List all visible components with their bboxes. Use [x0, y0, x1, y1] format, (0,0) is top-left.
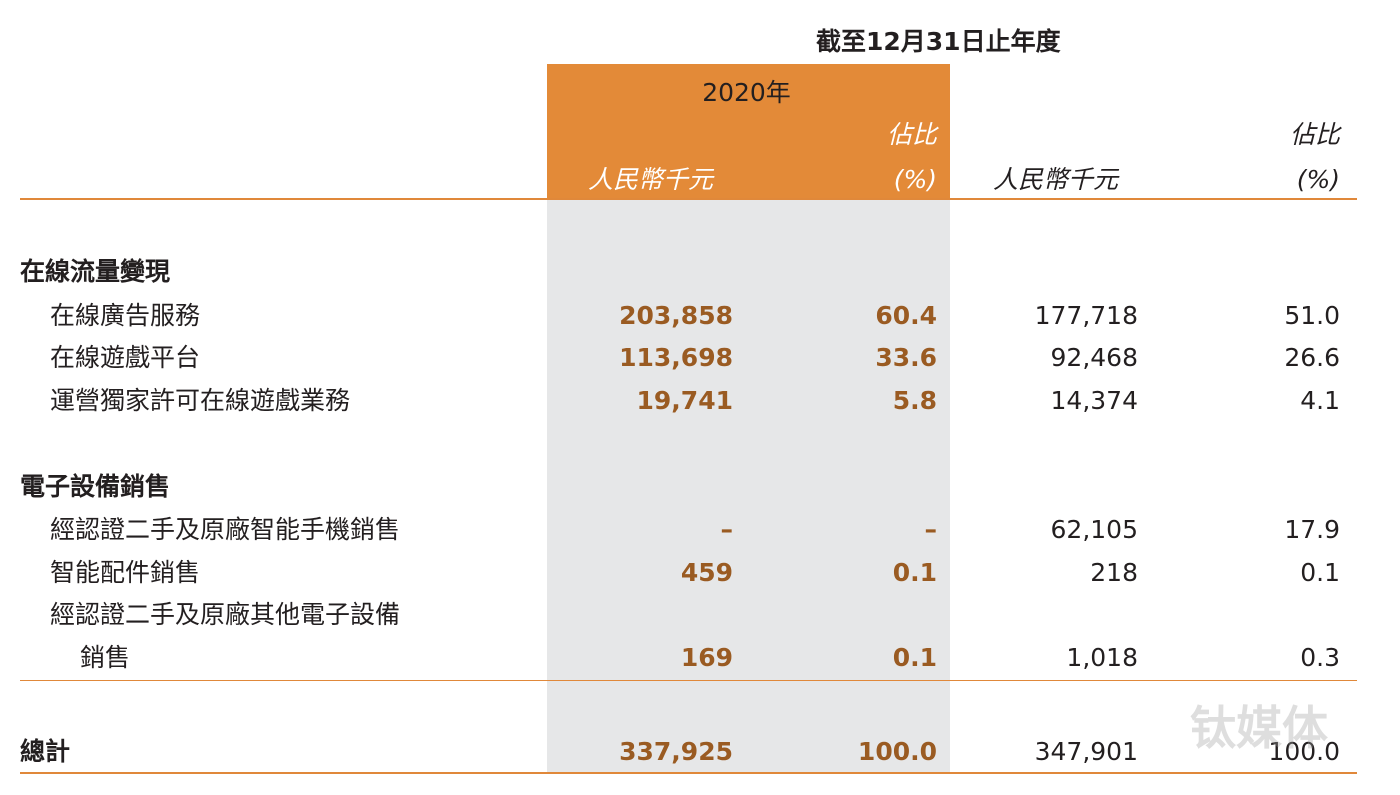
- cell-value: 14,374: [1050, 386, 1138, 415]
- section-title: 電子設備銷售: [20, 472, 171, 501]
- row-label: 經認證二手及原廠其他電子設備: [50, 600, 401, 629]
- cell-value: 169: [680, 643, 733, 672]
- share-label: 佔比: [1289, 120, 1340, 149]
- cell-value: 113,698: [619, 343, 733, 372]
- cell-value: 218: [1090, 558, 1138, 587]
- cell-value: 0.1: [1300, 558, 1340, 587]
- cell-value: –: [720, 515, 734, 544]
- share-unit: (%): [893, 165, 937, 194]
- share-unit: (%): [1296, 165, 1340, 194]
- cell-value: 62,105: [1050, 515, 1138, 544]
- amount-unit: 人民幣千元: [993, 165, 1119, 194]
- cell-value: 459: [680, 558, 733, 587]
- total-label: 總計: [20, 737, 71, 766]
- row-label: 在線遊戲平台: [50, 343, 201, 372]
- row-label: 經認證二手及原廠智能手機銷售: [50, 515, 401, 544]
- amount-unit: 人民幣千元: [588, 165, 714, 194]
- cell-value: 177,718: [1034, 301, 1138, 330]
- cell-value: 337,925: [619, 737, 733, 766]
- rule: [20, 680, 1357, 681]
- cell-value: 51.0: [1284, 301, 1340, 330]
- cell-value: 0.3: [1300, 643, 1340, 672]
- row-label: 智能配件銷售: [50, 558, 201, 587]
- cell-value: –: [924, 515, 938, 544]
- cell-value: 203,858: [619, 301, 733, 330]
- watermark: 钛媒体: [1190, 701, 1328, 755]
- rule: [20, 198, 1357, 200]
- row-label: 在線廣告服務: [50, 301, 201, 330]
- cell-value: 19,741: [636, 386, 733, 415]
- cell-value: 17.9: [1284, 515, 1340, 544]
- shade-band: [547, 199, 950, 773]
- period-title: 截至12月31日止年度: [816, 27, 1061, 56]
- cell-value: 0.1: [892, 643, 937, 672]
- section-title: 在線流量變現: [20, 257, 171, 286]
- year-header: 2021年: [298, 78, 393, 107]
- cell-value: 100.0: [857, 737, 937, 766]
- share-label: 佔比: [886, 120, 937, 149]
- row-label: 銷售: [80, 643, 131, 672]
- cell-value: 33.6: [875, 343, 937, 372]
- header-band: [547, 64, 950, 199]
- rule: [20, 772, 1357, 774]
- cell-value: 26.6: [1284, 343, 1340, 372]
- cell-value: 0.1: [892, 558, 937, 587]
- year-header: 2020年: [702, 78, 791, 107]
- cell-value: 347,901: [1034, 737, 1138, 766]
- row-label: 運營獨家許可在線遊戲業務: [50, 386, 351, 415]
- cell-value: 60.4: [875, 301, 937, 330]
- cell-value: 100.0: [1268, 737, 1340, 766]
- cell-value: 4.1: [1300, 386, 1340, 415]
- cell-value: 1,018: [1066, 643, 1138, 672]
- cell-value: 92,468: [1050, 343, 1138, 372]
- cell-value: 5.8: [892, 386, 937, 415]
